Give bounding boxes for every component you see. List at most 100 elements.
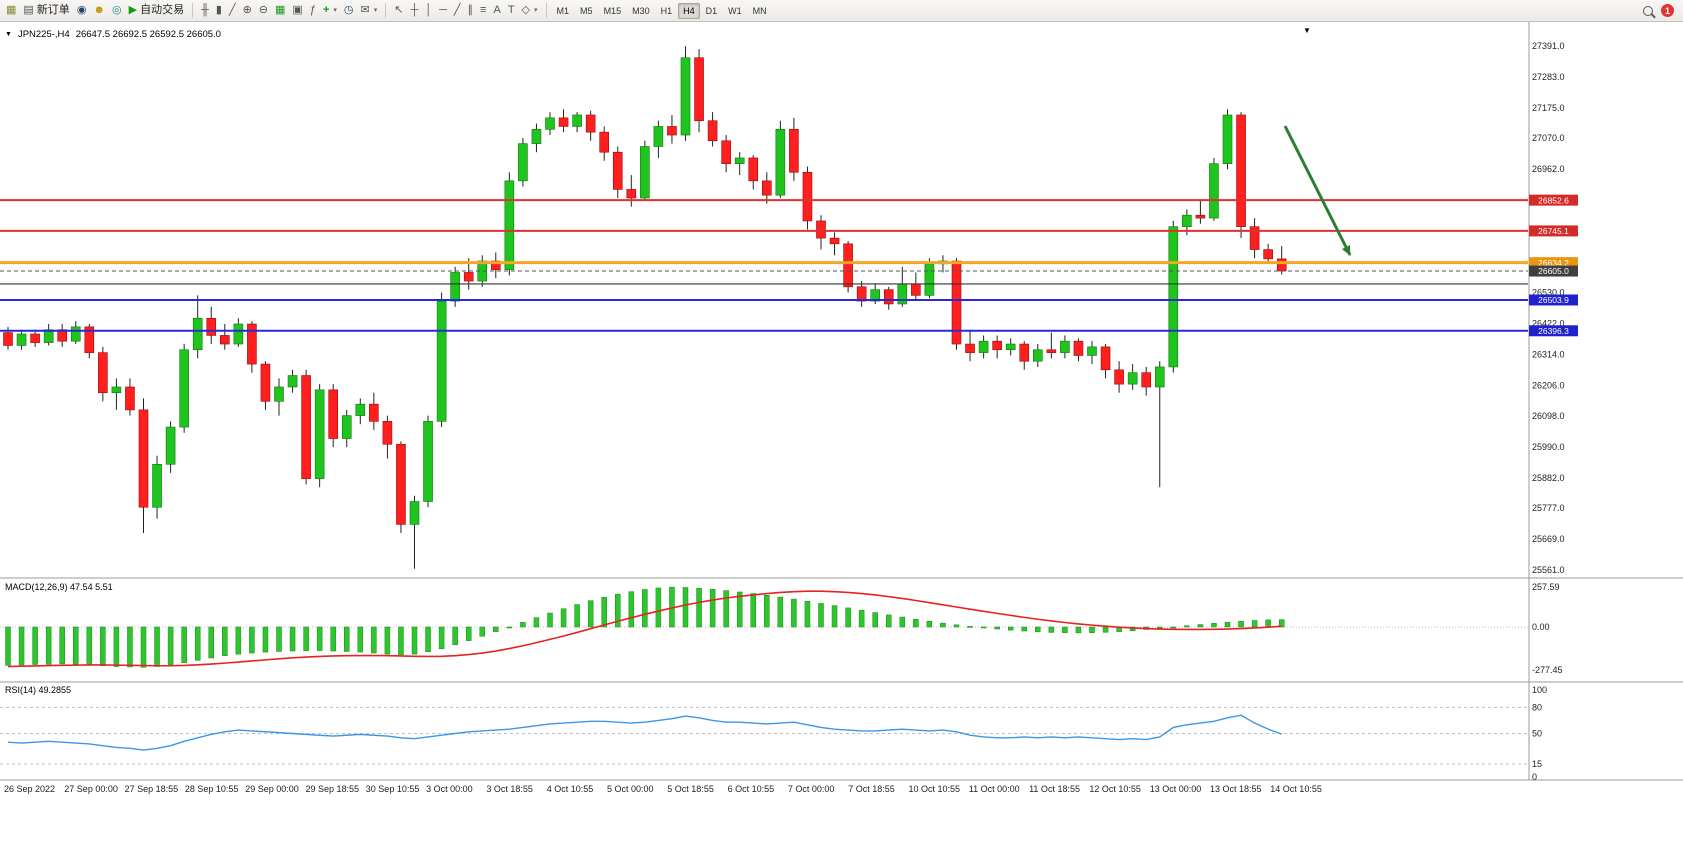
timeframe-w1-button[interactable]: W1	[728, 5, 742, 16]
price-badge-26852.6: 26852.6	[1538, 195, 1569, 205]
new-chart-button[interactable]: + ▾	[320, 2, 340, 20]
autotrade-label: 自动交易	[140, 4, 185, 16]
horizontal-line-tool-button[interactable]: ─	[436, 2, 450, 20]
timeframe-m15-button[interactable]: M15	[603, 5, 622, 16]
compass-icon: ◉	[76, 4, 87, 16]
search-button[interactable]	[1640, 2, 1656, 20]
svg-text:6 Oct 10:55: 6 Oct 10:55	[728, 784, 775, 794]
svg-text:29 Sep 00:00: 29 Sep 00:00	[245, 784, 299, 794]
svg-text:100: 100	[1532, 685, 1547, 695]
fibonacci-icon: ≡	[480, 4, 487, 16]
trendline-icon: ╱	[453, 4, 461, 16]
svg-text:5 Oct 00:00: 5 Oct 00:00	[607, 784, 654, 794]
guide-button[interactable]: ◉	[74, 2, 90, 20]
svg-text:26422.0: 26422.0	[1532, 318, 1565, 328]
tile-windows-button[interactable]: ▦	[272, 2, 288, 20]
timeframe-h1-button[interactable]: H1	[660, 5, 673, 16]
svg-text:3 Oct 18:55: 3 Oct 18:55	[486, 784, 533, 794]
svg-text:25882.0: 25882.0	[1532, 473, 1565, 483]
timeframe-m5-button[interactable]: M5	[580, 5, 593, 16]
new-order-icon: ▤	[23, 4, 34, 16]
horizontal-line-icon: ─	[439, 4, 447, 16]
toolbar-separator	[192, 3, 194, 18]
vertical-line-tool-button[interactable]: │	[422, 2, 435, 20]
trendline-tool-button[interactable]: ╱	[451, 2, 464, 20]
quick-nav-triangle-icon[interactable]: ▼	[5, 31, 12, 38]
community-button[interactable]: ◎	[109, 2, 125, 20]
indicators-button[interactable]: ƒ	[307, 2, 319, 20]
svg-text:27175.0: 27175.0	[1532, 103, 1565, 113]
timeframe-h4-button[interactable]: H4	[678, 2, 700, 19]
svg-text:28 Sep 10:55: 28 Sep 10:55	[185, 784, 239, 794]
timeframe-m30-button[interactable]: M30	[632, 5, 650, 16]
clock-button[interactable]: ◷	[341, 2, 357, 20]
profile-button[interactable]: ☻	[90, 2, 108, 20]
chart-window-button[interactable]: ▦	[3, 2, 19, 20]
autotrade-button[interactable]: ▶ 自动交易	[126, 2, 187, 20]
crosshair-icon: ┼	[410, 4, 419, 16]
zoom-out-button[interactable]: ⊖	[256, 2, 271, 20]
tile-windows-icon: ▦	[275, 4, 286, 16]
notification-badge[interactable]: 1	[1661, 4, 1674, 17]
price-badge-26634.2: 26634.2	[1538, 258, 1569, 268]
svg-text:7 Oct 18:55: 7 Oct 18:55	[848, 784, 895, 794]
chart-title: ▼ JPN225-,H4 26647.5 26692.5 26592.5 266…	[5, 29, 221, 40]
arrange-windows-button[interactable]: ▣	[289, 2, 305, 20]
chevron-down-icon: ▾	[333, 7, 337, 14]
svg-text:257.59: 257.59	[1532, 582, 1560, 592]
timeframe-d1-button[interactable]: D1	[705, 5, 718, 16]
macd-panel	[0, 586, 1528, 668]
chart-collapse-icon[interactable]: ▼	[1303, 26, 1311, 35]
shapes-icon: ◇	[521, 4, 531, 16]
label-tool-icon: T	[507, 4, 515, 16]
chevron-down-icon: ▾	[373, 7, 378, 14]
bar-chart-icon: ╫	[201, 4, 209, 16]
bar-chart-button[interactable]: ╫	[198, 2, 212, 20]
time-axis[interactable]: 26 Sep 2022 27 Sep 00:00 27 Sep 18:55 28 Se…	[4, 784, 1322, 794]
price-axis[interactable]: 27391.0 27283.0 27175.0 27070.0 26962.0 26530…	[1532, 41, 1565, 782]
crosshair-tool-button[interactable]: ┼	[407, 2, 421, 20]
line-chart-button[interactable]: ╱	[226, 2, 239, 20]
text-tool-button[interactable]: A	[490, 2, 503, 20]
price-badge-26503.9: 26503.9	[1538, 295, 1569, 305]
timeframe-m1-button[interactable]: M1	[556, 5, 570, 16]
price-badge-26396.3: 26396.3	[1538, 326, 1569, 336]
vertical-line-icon: │	[425, 4, 433, 16]
timeframe-mn-button[interactable]: MN	[752, 5, 767, 16]
svg-text:11 Oct 18:55: 11 Oct 18:55	[1029, 784, 1080, 794]
symbol-period-label: JPN225-,H4	[17, 29, 70, 40]
mail-button[interactable]: ✉ ▾	[358, 2, 381, 20]
svg-text:4 Oct 10:55: 4 Oct 10:55	[547, 784, 594, 794]
community-icon: ◎	[112, 4, 122, 16]
zoom-in-button[interactable]: ⊕	[240, 2, 255, 20]
svg-text:15: 15	[1532, 759, 1542, 769]
cursor-tool-button[interactable]: ↖	[391, 2, 406, 20]
svg-text:26962.0: 26962.0	[1532, 164, 1565, 174]
chart-canvas[interactable]: 27391.0 27283.0 27175.0 27070.0 26962.0 26530…	[0, 22, 1683, 854]
price-badge-26745.1: 26745.1	[1538, 226, 1569, 236]
price-badge-26605.0: 26605.0	[1538, 266, 1569, 276]
new-chart-icon: +	[322, 4, 330, 16]
candlestick-button[interactable]: ▮	[213, 2, 225, 20]
svg-text:25777.0: 25777.0	[1532, 503, 1565, 513]
candlestick-icon: ▮	[215, 4, 222, 16]
channel-tool-button[interactable]: ∥	[465, 2, 477, 20]
label-tool-button[interactable]: T	[505, 2, 518, 20]
svg-text:3 Oct 00:00: 3 Oct 00:00	[426, 784, 473, 794]
search-icon	[1643, 5, 1653, 16]
new-order-button[interactable]: ▤ 新订单	[20, 2, 72, 20]
svg-text:50: 50	[1532, 729, 1542, 739]
cursor-icon: ↖	[394, 4, 404, 16]
fibonacci-tool-button[interactable]: ≡	[477, 2, 489, 20]
svg-text:0: 0	[1532, 772, 1537, 782]
svg-text:26206.0: 26206.0	[1532, 380, 1565, 390]
rsi-name: RSI(14)	[5, 685, 37, 695]
svg-text:26314.0: 26314.0	[1532, 349, 1565, 359]
trend-arrow-annotation[interactable]	[1283, 125, 1352, 256]
toolbar: ▦ ▤ 新订单 ◉ ☻ ◎ ▶ 自动交易 ╫ ▮ ╱ ⊕ ⊖ ▦ ▣ ƒ + ▾ ◷ …	[0, 0, 1683, 22]
chart-region: 27391.0 27283.0 27175.0 27070.0 26962.0 26530…	[0, 22, 1683, 854]
shapes-tool-button[interactable]: ◇ ▾	[519, 2, 541, 20]
rsi-values: 49.2855	[38, 685, 72, 695]
